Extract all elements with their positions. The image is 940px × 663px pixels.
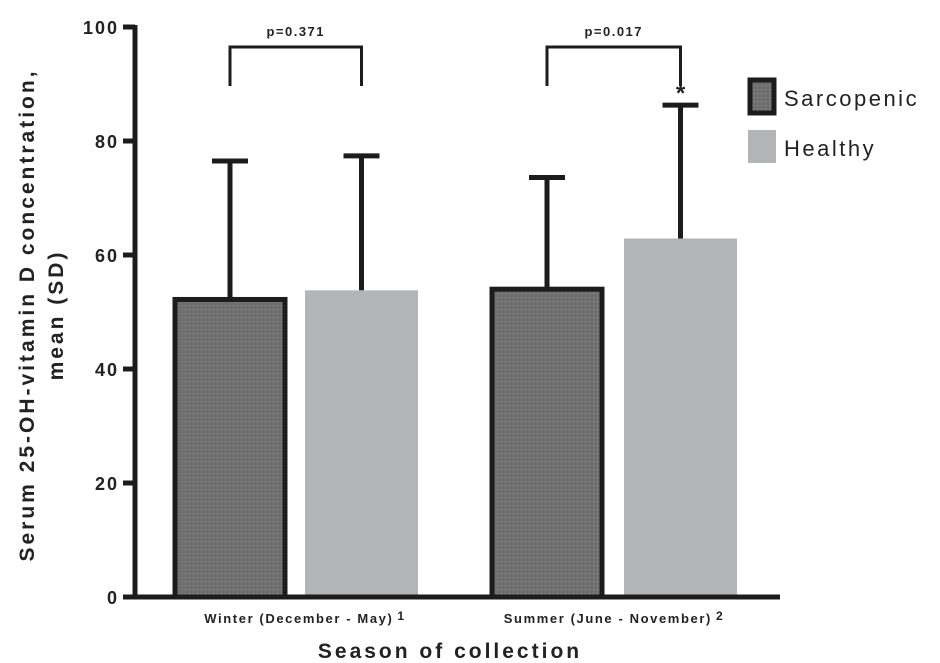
p-value-label-1: p=0.017	[584, 24, 643, 39]
y-tick-label-5: 100	[83, 18, 119, 38]
y-tick-label-0: 0	[107, 588, 119, 608]
p-value-label-0: p=0.371	[266, 24, 325, 39]
x-axis-title: Season of collection	[318, 640, 582, 663]
bars	[172, 238, 737, 600]
bar-sarcopenic-0	[172, 296, 288, 600]
bracket-1	[545, 45, 682, 86]
bar-sarcopenic-1	[489, 286, 605, 600]
legend: Sarcopenic Healthy	[747, 77, 919, 163]
x-tick-label-superscript-1: 2	[716, 609, 724, 623]
bar-healthy-0	[305, 290, 418, 597]
legend-swatch-healthy	[748, 130, 776, 163]
y-tick-label-1: 20	[95, 474, 119, 494]
bar-healthy-1	[624, 238, 737, 597]
y-tick-label-3: 60	[95, 246, 119, 266]
axes: Winter (December - May) 1 Summer (June - N…	[132, 25, 780, 626]
error-bars	[212, 102, 699, 300]
legend-swatch-sarcopenic	[747, 77, 777, 116]
y-tick-label-2: 40	[95, 360, 119, 380]
x-tick-label-0: Winter (December - May) 1	[204, 609, 405, 626]
bracket-0	[228, 45, 363, 86]
significance-brackets: p=0.371 p=0.017 *	[228, 24, 686, 107]
legend-label-sarcopenic: Sarcopenic	[784, 86, 919, 111]
y-axis-title-line-1: Serum 25-OH-vitamin D concentration,	[16, 68, 39, 561]
y-axis-title-line-2: mean (SD)	[45, 250, 68, 381]
y-tick-label-4: 80	[95, 132, 119, 152]
x-tick-label-1: Summer (June - November) 2	[504, 609, 724, 626]
x-tick-label-superscript-0: 1	[397, 609, 405, 623]
legend-label-healthy: Healthy	[784, 136, 876, 161]
y-ticks: 0 20 40 60 80 100	[83, 18, 135, 608]
significance-star: *	[676, 80, 686, 107]
